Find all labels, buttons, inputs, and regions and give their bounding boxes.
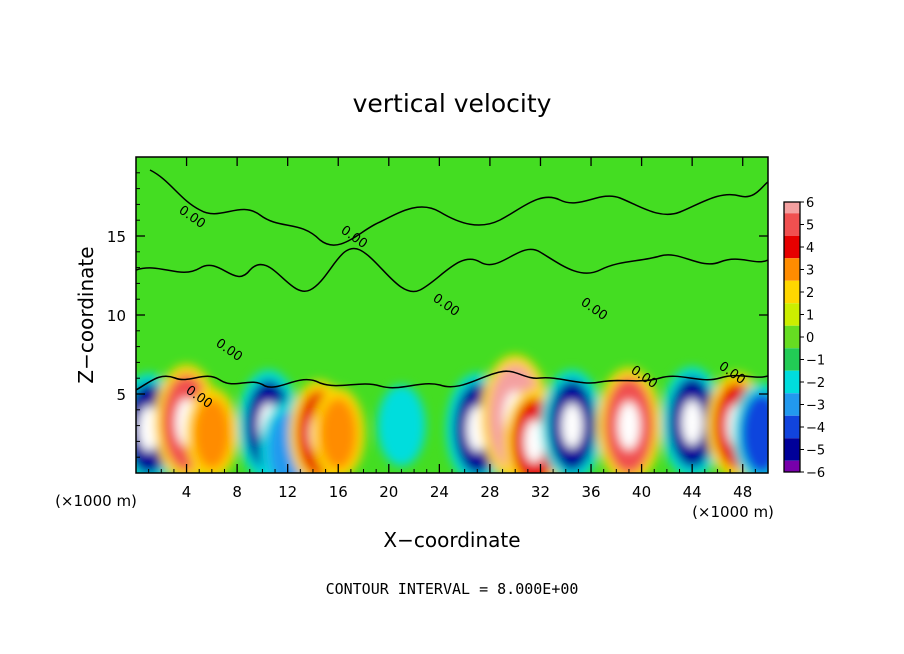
y-axis-label: Z−coordinate <box>74 246 98 383</box>
y-tick-label: 10 <box>107 307 126 325</box>
velocity-field <box>136 354 768 473</box>
x-tick-label: 16 <box>329 483 348 501</box>
colorbar-swatch <box>784 280 800 304</box>
colorbar-label: 3 <box>806 264 814 279</box>
colorbar-swatch <box>784 258 800 281</box>
x-tick-label: 28 <box>480 483 499 501</box>
y-tick-label: 5 <box>116 386 126 404</box>
colorbar-label: −5 <box>806 444 825 459</box>
velocity-cell-core <box>561 402 583 449</box>
plot-area: 0.000.000.000.00 0.000.00 0.000.00 <box>136 157 768 473</box>
colorbar-label: 0 <box>806 331 814 346</box>
velocity-cell-core <box>524 419 545 463</box>
colorbar-swatch <box>784 202 800 214</box>
colorbar: 6 5 4 3 2 1 0 −1 −2 −3 −4 −5 −6 <box>783 196 825 481</box>
velocity-blobs <box>136 354 768 473</box>
colorbar-swatch <box>784 348 800 371</box>
colorbar-swatch <box>784 370 800 394</box>
x-tick-label: 12 <box>278 483 297 501</box>
x-tick-label: 36 <box>581 483 600 501</box>
x-unit-right: (×1000 m) <box>692 503 774 521</box>
x-unit-left: (×1000 m) <box>55 492 137 510</box>
velocity-cell-core <box>617 401 640 450</box>
colorbar-swatch <box>784 460 800 472</box>
colorbar-label: −2 <box>806 376 825 391</box>
colorbar-swatch <box>784 393 800 416</box>
contour-line-top <box>149 169 768 246</box>
colorbar-label: 2 <box>806 286 814 301</box>
colorbar-label: −1 <box>806 354 825 369</box>
colorbar-label: −3 <box>806 399 825 414</box>
velocity-cell-core <box>681 399 703 446</box>
velocity-cell <box>385 395 418 457</box>
velocity-cell <box>193 398 231 469</box>
velocity-cell <box>319 398 357 469</box>
colorbar-label: 5 <box>806 219 814 234</box>
colorbar-swatch <box>784 438 800 461</box>
x-axis-label: X−coordinate <box>383 528 520 552</box>
colorbar-label: 6 <box>806 196 814 211</box>
colorbar-label: 4 <box>806 241 814 256</box>
colorbar-swatch <box>784 303 800 326</box>
colorbar-swatch <box>784 325 800 349</box>
x-tick-label: 20 <box>379 483 398 501</box>
x-tick-label: 44 <box>683 483 702 501</box>
x-tick-label: 8 <box>232 483 242 501</box>
x-tick-label: 40 <box>632 483 651 501</box>
colorbar-swatch <box>784 415 800 439</box>
chart-title: vertical velocity <box>353 89 552 118</box>
y-axis: 5 10 15 <box>107 172 768 458</box>
colorbar-label: 1 <box>806 309 814 324</box>
x-tick-label: 32 <box>531 483 550 501</box>
colorbar-swatch <box>784 235 800 259</box>
x-axis: 4 8 12 16 20 24 28 32 36 40 44 48 <box>148 157 756 501</box>
contour-interval-note: CONTOUR INTERVAL = 8.000E+00 <box>326 580 579 598</box>
y-tick-label: 15 <box>107 228 126 246</box>
velocity-cell-core <box>138 406 160 452</box>
contour-line-upper <box>136 247 768 293</box>
colorbar-label: −6 <box>806 466 825 481</box>
x-tick-label: 24 <box>430 483 449 501</box>
x-tick-label: 4 <box>182 483 192 501</box>
velocity-cell <box>740 393 768 473</box>
x-tick-label: 48 <box>733 483 752 501</box>
colorbar-swatch <box>784 213 800 236</box>
contour-line-lower <box>136 370 768 391</box>
colorbar-label: −4 <box>806 421 825 436</box>
